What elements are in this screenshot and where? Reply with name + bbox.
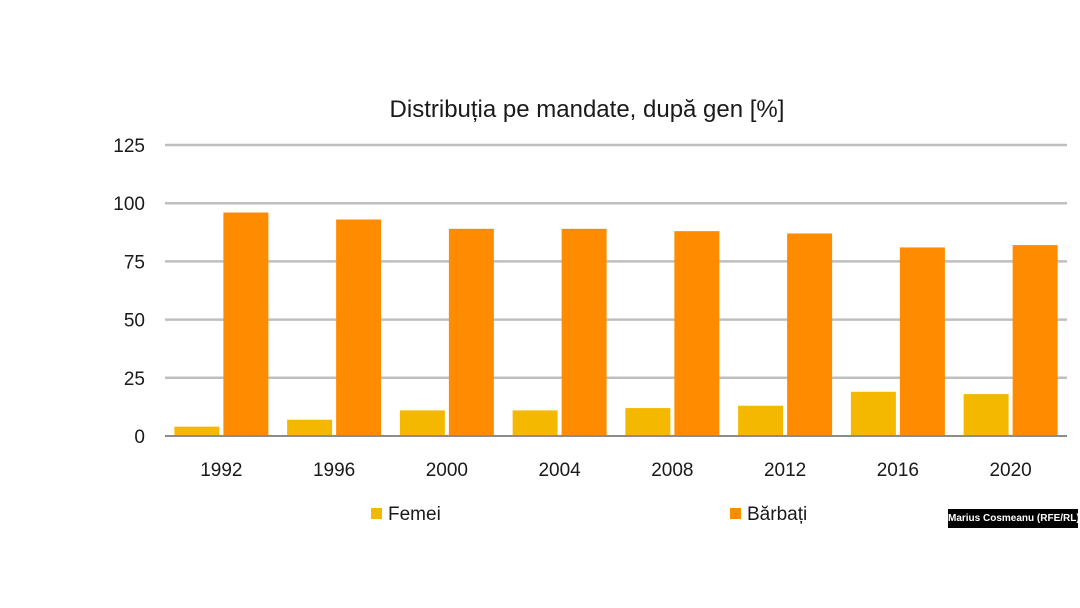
chart-title: Distribuția pe mandate, după gen [%] [390,96,785,123]
bar-barbati-2016 [899,247,945,436]
y-axis-ticks: 0 25 50 75 100 125 [113,136,145,448]
legend: Femei Bărbați [371,504,807,525]
x-tick-label: 2012 [764,460,806,481]
y-tick-label: 25 [124,369,145,390]
y-tick-label: 50 [124,311,145,332]
bar-femei-2012 [738,405,784,436]
legend-label: Femei [388,504,441,525]
x-tick-label: 1992 [200,460,242,481]
x-tick-label: 2020 [989,460,1031,481]
bar-femei-1992 [174,426,220,436]
bar-barbati-2012 [787,233,833,436]
bar-femei-2008 [625,408,671,436]
bar-barbati-2020 [1012,245,1058,436]
bar-barbati-2008 [674,231,720,436]
y-tick-label: 125 [113,136,145,157]
bar-femei-2004 [512,410,558,436]
bar-femei-2020 [963,394,1009,436]
x-tick-label: 1996 [313,460,355,481]
bar-barbati-2000 [448,228,494,436]
y-tick-label: 75 [124,252,145,273]
y-tick-label: 100 [113,194,145,215]
x-tick-label: 2000 [426,460,468,481]
legend-swatch [371,508,382,519]
x-tick-label: 2008 [651,460,693,481]
bars [165,212,1067,437]
bar-femei-2016 [850,391,896,436]
bar-femei-1996 [287,419,333,436]
x-tick-label: 2016 [877,460,919,481]
bar-barbati-1992 [223,212,269,436]
bar-barbati-2004 [561,228,607,436]
y-tick-label: 0 [134,427,145,448]
bar-femei-2000 [399,410,445,436]
legend-label: Bărbați [747,504,807,525]
credit-badge: Marius Cosmeanu (RFE/RL) [948,509,1080,528]
bar-barbati-1996 [336,219,382,436]
x-tick-label: 2004 [538,460,581,481]
legend-swatch [730,508,741,519]
x-axis-ticks: 1992 1996 2000 2004 2008 2012 2016 2020 [200,460,1032,481]
